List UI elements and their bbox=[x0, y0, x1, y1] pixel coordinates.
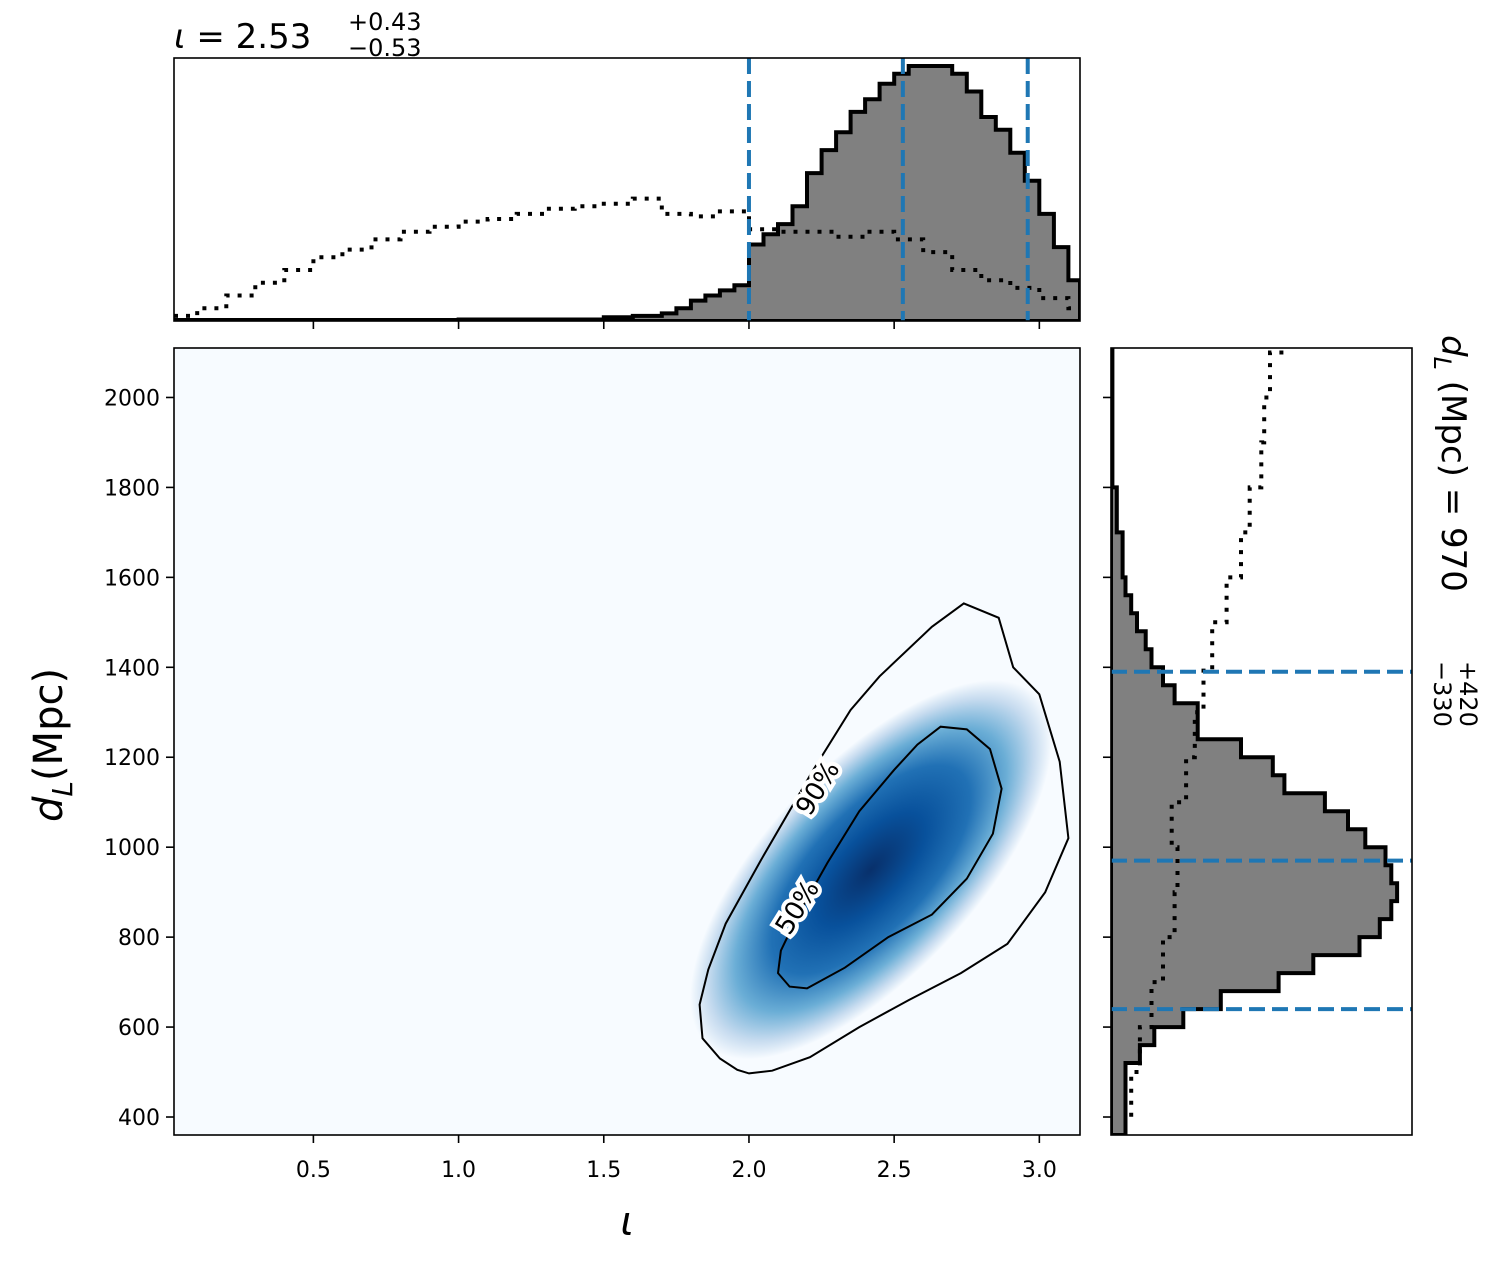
svg-text:dL (Mpc) = 970: dL (Mpc) = 970 bbox=[1428, 335, 1473, 592]
x-tick-label: 3.0 bbox=[1022, 1158, 1057, 1183]
iota-upper-error: +0.43 bbox=[348, 8, 422, 36]
iota-posterior-histogram bbox=[174, 64, 1080, 321]
x-tick-label: 2.5 bbox=[877, 1158, 912, 1183]
x-axis-label: ι bbox=[620, 1199, 634, 1245]
y-tick-label: 1400 bbox=[104, 656, 160, 681]
dL-prior-histogram bbox=[1123, 348, 1287, 1135]
iota-lower-error: −0.53 bbox=[348, 34, 422, 62]
y-tick-label: 400 bbox=[118, 1106, 160, 1131]
x-tick-label: 0.5 bbox=[296, 1158, 331, 1183]
iota-marginal-frame bbox=[173, 57, 1081, 322]
x-tick-label: 2.0 bbox=[731, 1158, 766, 1183]
y-tick-label: 1000 bbox=[104, 836, 160, 861]
iota-summary-title: ι = 2.53 bbox=[174, 17, 311, 57]
contour-50 bbox=[776, 725, 1003, 990]
joint-density-frame bbox=[173, 347, 1081, 1136]
dL-marginal-panel: dL (Mpc) = 970 +420 −330 bbox=[1103, 335, 1482, 1136]
y-tick-label: 1600 bbox=[104, 566, 160, 591]
y-axis-label: dL(Mpc) bbox=[26, 668, 79, 822]
dL-lower-error: −330 bbox=[1428, 661, 1456, 727]
dL-posterior-histogram bbox=[1111, 348, 1400, 1135]
joint-density-panel: 90%50% 0.5 1.0 1.5 2.0 2.5 3.0 40060080010001… bbox=[26, 347, 1081, 1245]
y-tick-label: 800 bbox=[118, 926, 160, 951]
dL-summary-title: dL (Mpc) = 970 +420 −330 bbox=[1428, 335, 1482, 727]
x-tick-label: 1.0 bbox=[441, 1158, 476, 1183]
dL-upper-error: +420 bbox=[1454, 661, 1482, 727]
joint-density-heatmap bbox=[690, 680, 1052, 1060]
y-tick-label: 1800 bbox=[104, 476, 160, 501]
y-tick-label: 2000 bbox=[104, 386, 160, 411]
iota-marginal-panel: ι = 2.53 +0.43 −0.53 bbox=[173, 8, 1081, 329]
y-tick-label: 1200 bbox=[104, 746, 160, 771]
x-tick-label: 1.5 bbox=[586, 1158, 621, 1183]
contour-90 bbox=[698, 602, 1070, 1075]
y-tick-label: 600 bbox=[118, 1016, 160, 1041]
dL-marginal-frame bbox=[1110, 347, 1413, 1136]
